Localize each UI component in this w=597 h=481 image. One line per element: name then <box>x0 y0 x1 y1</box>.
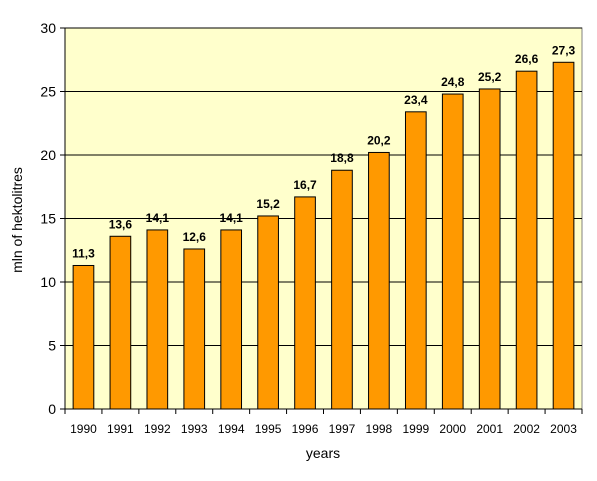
data-label-1996: 16,7 <box>293 178 317 192</box>
bar-1995 <box>257 215 279 410</box>
data-label-2002: 26,6 <box>515 52 539 66</box>
x-tick-label-1994: 1994 <box>218 422 245 436</box>
data-label-2000: 24,8 <box>441 75 465 89</box>
y-axis: 0 5 10 15 20 25 30 <box>40 20 66 417</box>
x-tick-label-1990: 1990 <box>70 422 97 436</box>
bar-1990 <box>72 264 95 410</box>
x-tick-label-1995: 1995 <box>255 422 282 436</box>
x-tick-label-1992: 1992 <box>144 422 171 436</box>
x-tick-label-1997: 1997 <box>329 422 356 436</box>
data-label-1997: 18,8 <box>330 151 354 165</box>
bar-1997 <box>331 169 353 410</box>
bar-1991 <box>109 235 132 410</box>
bar-2000 <box>441 93 464 410</box>
bar-1993 <box>183 248 206 410</box>
bar-1992 <box>146 229 169 410</box>
y-tick-label: 20 <box>40 147 56 163</box>
bar-2003 <box>552 61 575 410</box>
data-labels: 11,3 13,6 14,1 12,6 14,1 15,2 16,7 18,8 20,2 23,4… <box>72 43 575 260</box>
data-label-1993: 12,6 <box>183 230 207 244</box>
data-label-1991: 13,6 <box>109 217 133 231</box>
x-tick-label-2003: 2003 <box>550 422 577 436</box>
x-axis-label: years <box>306 445 340 461</box>
data-label-2001: 25,2 <box>478 70 502 84</box>
data-label-1990: 11,3 <box>72 246 95 260</box>
x-axis: 1990 1991 1992 1993 1994 1995 1996 1997 1998 1999… <box>64 408 583 436</box>
x-tick-label-2002: 2002 <box>513 422 540 436</box>
x-tick-label-2000: 2000 <box>439 422 466 436</box>
data-label-1995: 15,2 <box>256 197 280 211</box>
y-tick-label: 15 <box>40 211 56 227</box>
bar-2002 <box>515 70 538 410</box>
bars <box>72 61 575 410</box>
x-tick-label-1996: 1996 <box>292 422 319 436</box>
x-tick-label-2001: 2001 <box>476 422 503 436</box>
y-tick-label: 10 <box>40 274 56 290</box>
x-tick-label-1999: 1999 <box>402 422 429 436</box>
data-label-1994: 14,1 <box>219 211 243 225</box>
data-label-2003: 27,3 <box>552 43 576 57</box>
bar-1996 <box>294 196 316 410</box>
bar-1994 <box>220 229 243 410</box>
y-axis-label: mln of hektolitres <box>9 167 25 273</box>
y-tick-label: 0 <box>48 401 56 417</box>
y-tick-label: 5 <box>48 338 56 354</box>
x-tick-label-1991: 1991 <box>107 422 134 436</box>
x-tick-label-1998: 1998 <box>366 422 393 436</box>
y-tick-label: 30 <box>40 20 56 36</box>
data-label-1998: 20,2 <box>367 133 391 147</box>
y-tick-label: 25 <box>40 84 56 100</box>
bar-2001 <box>478 88 501 410</box>
x-tick-label-1993: 1993 <box>181 422 208 436</box>
data-label-1999: 23,4 <box>404 93 428 107</box>
bar-1999 <box>404 111 427 410</box>
data-label-1992: 14,1 <box>146 211 170 225</box>
bar-1998 <box>368 151 390 410</box>
